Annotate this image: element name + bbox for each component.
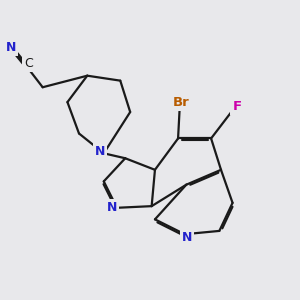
Text: F: F — [232, 100, 242, 113]
Text: N: N — [182, 231, 192, 244]
Text: C: C — [24, 57, 33, 70]
Text: N: N — [6, 41, 16, 54]
Text: N: N — [106, 201, 117, 214]
Text: N: N — [95, 145, 105, 158]
Text: Br: Br — [173, 96, 190, 110]
